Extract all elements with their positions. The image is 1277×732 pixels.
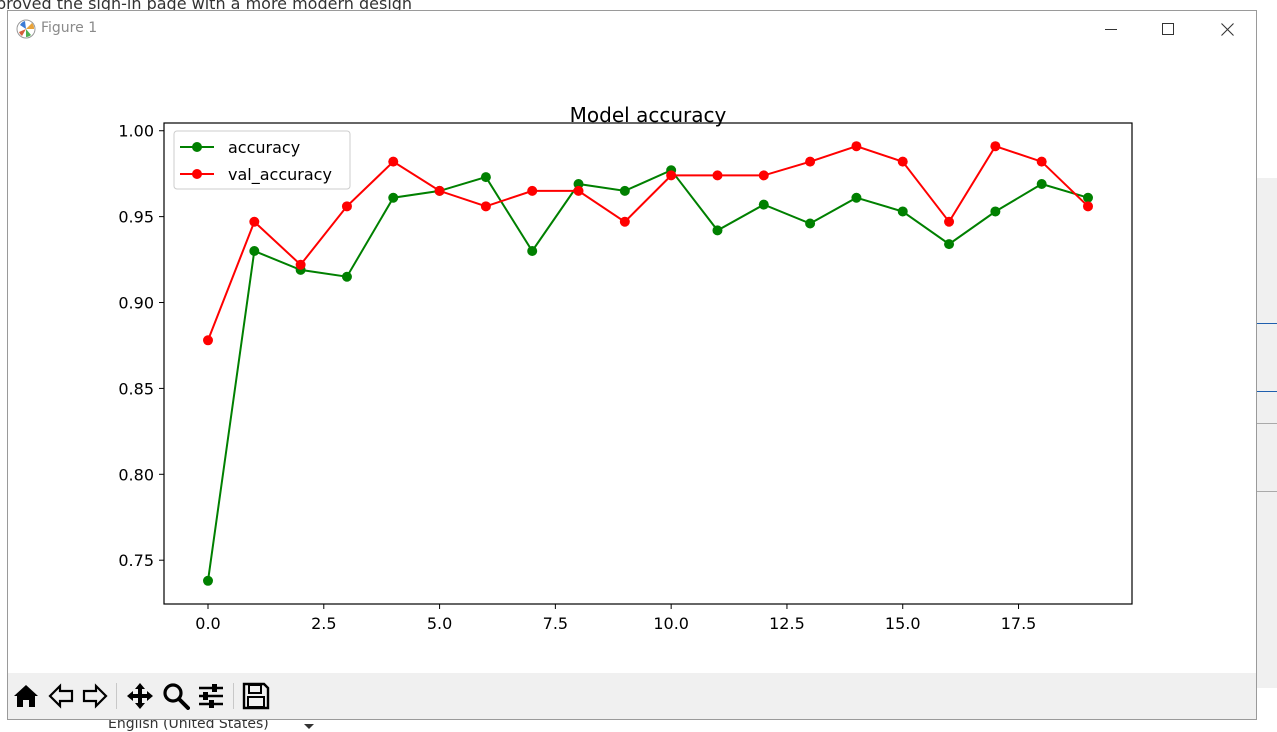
- accuracy-point: [1036, 178, 1047, 189]
- figure-canvas[interactable]: Model accuracy 0.0 2.5 5.0 7.5 10.0 12.5 15.0 1…: [8, 47, 1256, 673]
- accuracy-line: [207, 168, 1089, 581]
- val-accuracy-point: [805, 156, 816, 167]
- accuracy-point: [758, 199, 769, 210]
- toolbar-separator: [116, 683, 117, 709]
- val-accuracy-point: [295, 259, 306, 270]
- background-divider: [1257, 491, 1277, 492]
- x-tick-label: 2.5: [311, 614, 336, 633]
- forward-arrow-icon: [82, 683, 108, 709]
- title-bar: Figure 1: [8, 11, 1256, 47]
- x-tick-label: 12.5: [769, 614, 805, 633]
- forward-button[interactable]: [80, 681, 110, 711]
- legend-box: [173, 130, 351, 190]
- accuracy-point: [203, 575, 213, 586]
- y-tick-label: 0.95: [118, 208, 154, 227]
- figure-window: Figure 1 Model accuracy 0.0 2.5 5.0 7.5 10.0…: [7, 10, 1257, 720]
- legend-label: accuracy: [228, 138, 300, 157]
- sliders-icon: [199, 684, 223, 708]
- val-accuracy-point: [897, 156, 908, 167]
- home-icon: [14, 685, 38, 707]
- maximize-button[interactable]: [1145, 11, 1191, 47]
- zoom-button[interactable]: [161, 681, 191, 711]
- accuracy-point: [712, 225, 723, 236]
- legend-swatch-marker: [192, 142, 202, 152]
- y-tick-label: 1.00: [118, 122, 154, 141]
- save-button[interactable]: [241, 681, 271, 711]
- magnifier-icon: [163, 683, 190, 710]
- minimize-icon: [1105, 29, 1117, 30]
- accuracy-point: [480, 172, 491, 183]
- y-tick-label: 0.85: [118, 379, 154, 398]
- accuracy-chart: Model accuracy 0.0 2.5 5.0 7.5 10.0 12.5 15.0 1…: [118, 103, 1133, 633]
- val-accuracy-point: [1083, 201, 1093, 212]
- x-tick-label: 17.5: [1001, 614, 1037, 633]
- x-tick-label: 7.5: [543, 614, 568, 633]
- close-button[interactable]: [1204, 11, 1250, 47]
- val-accuracy-point: [341, 201, 352, 212]
- val-accuracy-point: [573, 185, 584, 196]
- val-accuracy-point: [480, 201, 491, 212]
- accuracy-point: [990, 206, 1001, 217]
- accuracy-point: [944, 239, 955, 250]
- accuracy-point: [805, 218, 816, 229]
- val-accuracy-point: [758, 170, 769, 181]
- accuracy-point: [341, 271, 352, 282]
- background-divider: [1257, 323, 1277, 324]
- toolbar-separator: [233, 683, 234, 709]
- val-accuracy-point: [944, 216, 955, 227]
- matplotlib-logo-icon: [16, 19, 36, 39]
- move-icon: [127, 683, 153, 709]
- background-divider: [1257, 391, 1277, 392]
- val-accuracy-point: [666, 170, 677, 181]
- minimize-button[interactable]: [1088, 11, 1134, 47]
- plot-frame: [163, 122, 1133, 605]
- accuracy-point: [573, 178, 584, 189]
- y-tick-label: 0.90: [118, 294, 154, 313]
- pan-button[interactable]: [125, 681, 155, 711]
- floppy-disk-icon: [242, 682, 270, 710]
- x-tick-label: 5.0: [427, 614, 452, 633]
- val-accuracy-point: [712, 170, 723, 181]
- accuracy-point: [527, 245, 538, 256]
- y-tick-label: 0.75: [118, 551, 154, 570]
- accuracy-point: [1083, 192, 1093, 203]
- val-accuracy-point: [527, 185, 538, 196]
- language-selector[interactable]: English (United States): [108, 716, 269, 732]
- legend-swatch-marker: [192, 169, 202, 179]
- val-accuracy-point: [990, 141, 1001, 152]
- accuracy-point: [249, 245, 260, 256]
- val-accuracy-point: [434, 185, 445, 196]
- val-accuracy-point: [249, 216, 260, 227]
- accuracy-point: [897, 206, 908, 217]
- val-accuracy-point: [619, 216, 630, 227]
- legend[interactable]: accuracy val_accuracy: [173, 130, 351, 190]
- configure-subplots-button[interactable]: [196, 681, 226, 711]
- background-heading: proved the sign-in page with a more mode…: [0, 0, 413, 13]
- accuracy-point: [619, 185, 630, 196]
- val-accuracy-line: [207, 144, 1089, 341]
- val-accuracy-point: [851, 141, 862, 152]
- back-button[interactable]: [46, 681, 76, 711]
- x-tick-label: 0.0: [195, 614, 220, 633]
- val-accuracy-point: [388, 156, 399, 167]
- accuracy-point: [388, 192, 399, 203]
- maximize-icon: [1162, 23, 1174, 35]
- val-accuracy-point: [203, 335, 213, 346]
- home-button[interactable]: [11, 681, 41, 711]
- close-icon: [1220, 22, 1234, 36]
- navigation-toolbar: [8, 673, 1256, 719]
- background-divider: [1257, 423, 1277, 424]
- legend-label: val_accuracy: [228, 165, 332, 185]
- x-tick-label: 15.0: [885, 614, 921, 633]
- y-tick-label: 0.80: [118, 465, 154, 484]
- back-arrow-icon: [48, 683, 74, 709]
- val-accuracy-point: [1036, 156, 1047, 167]
- x-tick-label: 10.0: [653, 614, 689, 633]
- window-title: Figure 1: [41, 20, 98, 36]
- chevron-down-icon[interactable]: [304, 724, 314, 729]
- background-panel: [1257, 178, 1277, 688]
- accuracy-point: [851, 192, 862, 203]
